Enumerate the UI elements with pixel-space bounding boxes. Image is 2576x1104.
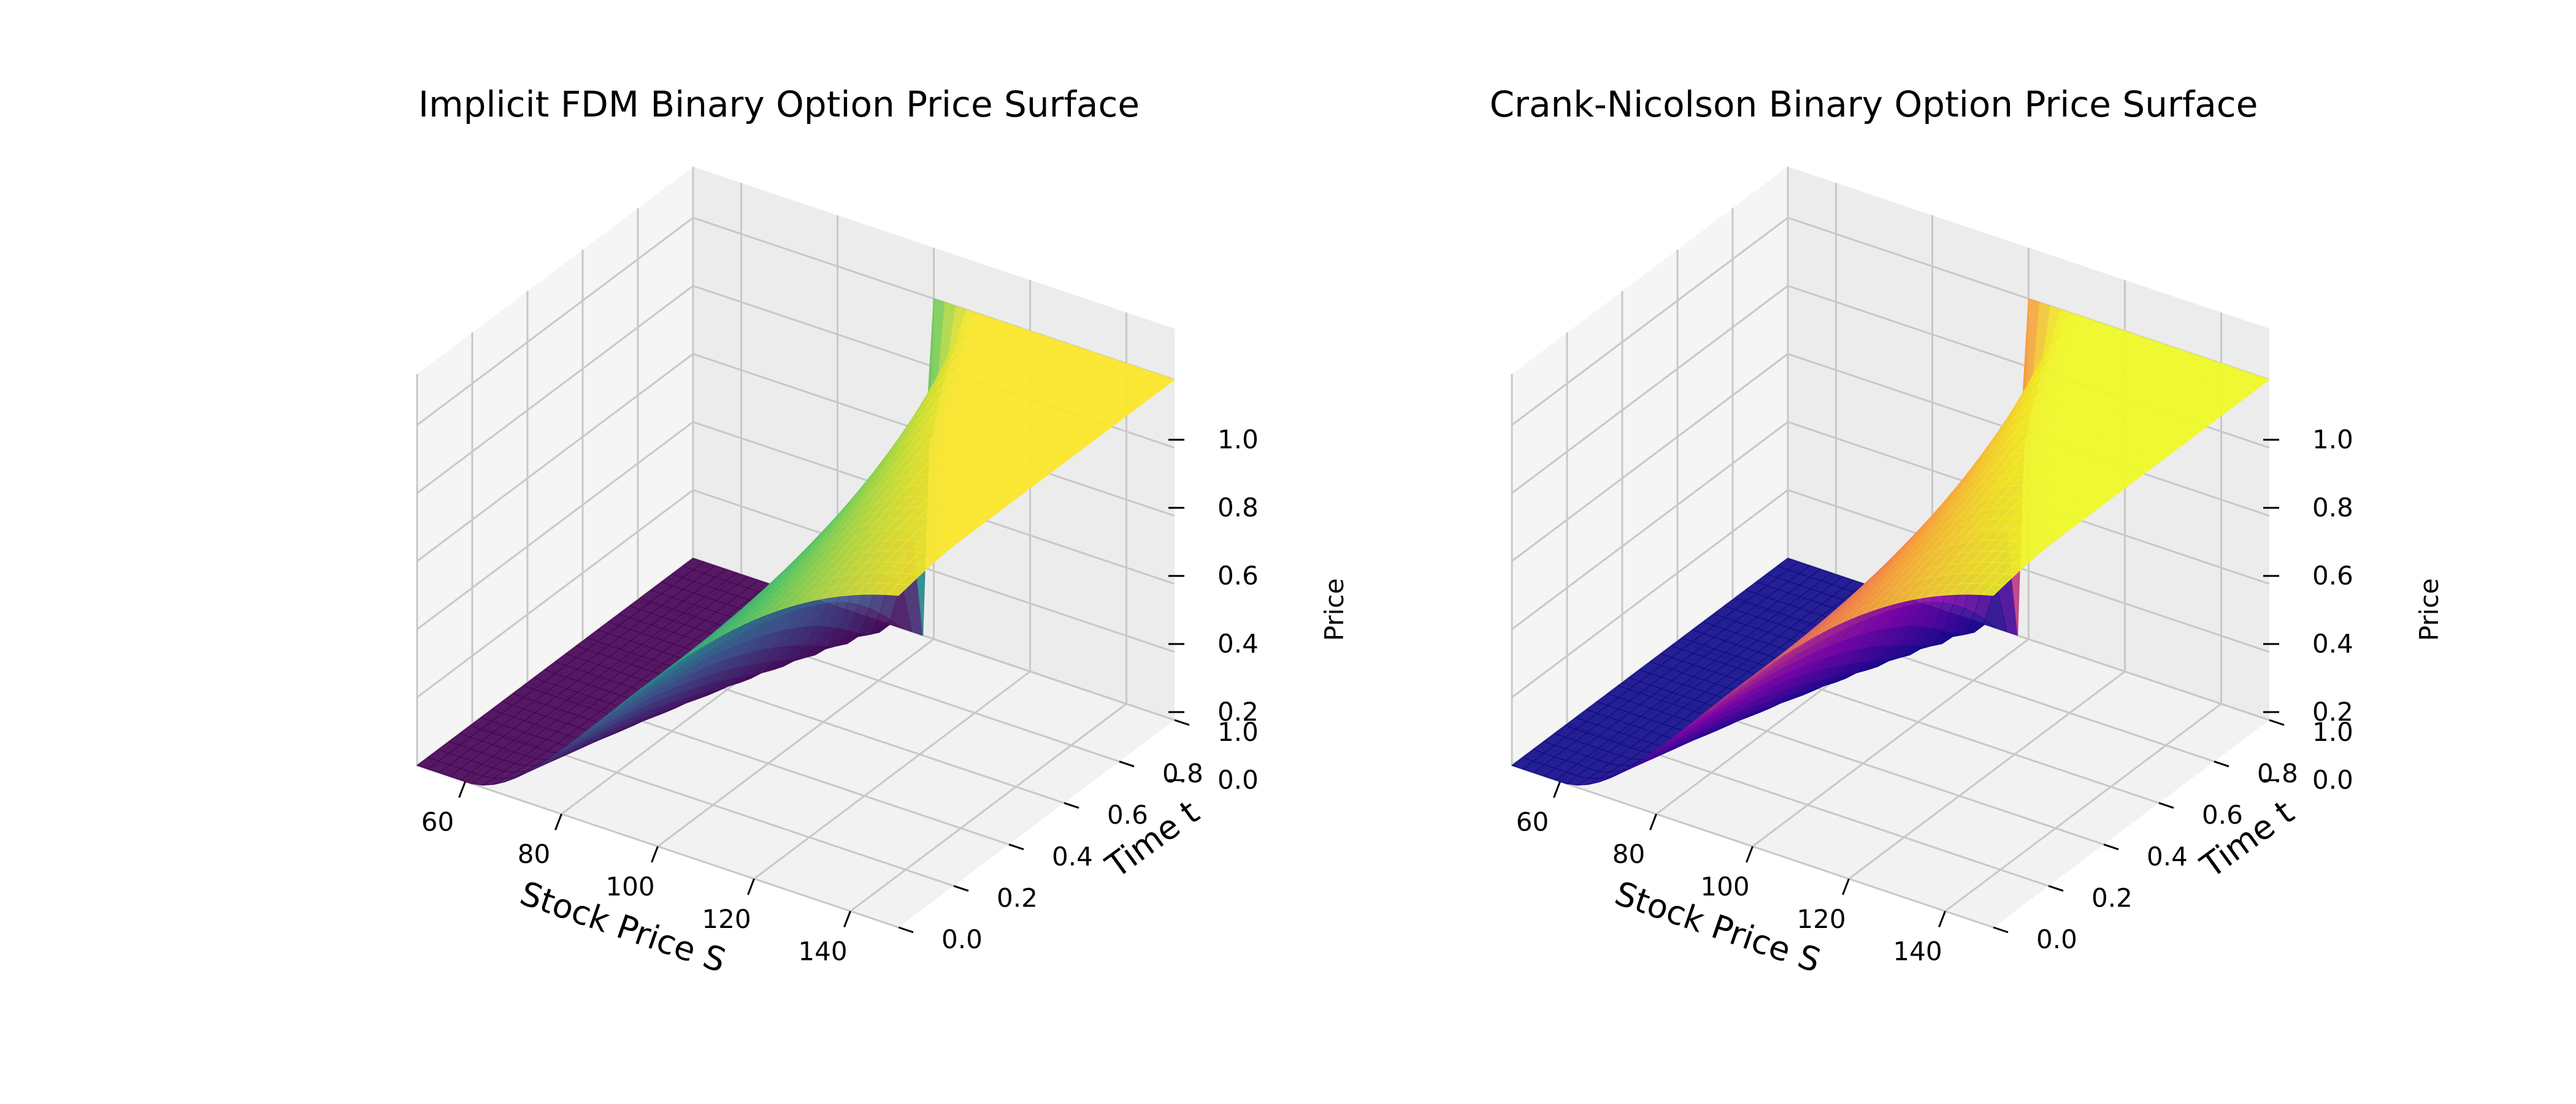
x-tick-label: 60 (1516, 807, 1549, 837)
x-tick-mark (1649, 813, 1657, 830)
gridline-z (1511, 421, 1788, 631)
gridline-z (692, 489, 1175, 653)
gridline-z (1511, 353, 1788, 562)
gridline-z (1511, 285, 1788, 494)
gridline-s (753, 670, 1031, 880)
surface-patch (1982, 584, 2005, 596)
x-tick-label: 140 (1893, 937, 1942, 967)
x-tick-label: 60 (421, 807, 454, 837)
gridline-s (1944, 703, 2222, 912)
y-tick-label: 0.0 (941, 924, 983, 954)
gridline-z (416, 353, 694, 562)
y-tick-mark (953, 884, 969, 892)
z-tick-label: 0.6 (2312, 561, 2353, 591)
z-tick-label: 0.4 (2312, 629, 2353, 659)
y-tick-label: 0.4 (2147, 841, 2188, 872)
y-tick-label: 0.8 (1162, 759, 1203, 789)
x-tick-mark (843, 911, 851, 928)
x-tick-label: 80 (1612, 839, 1645, 869)
x-tick-mark (458, 781, 466, 798)
chart-title: Implicit FDM Binary Option Price Surface (418, 83, 1140, 125)
y-tick-mark (2269, 719, 2285, 726)
x-tick-label: 80 (518, 839, 550, 869)
y-tick-mark (2158, 802, 2174, 809)
y-tick-mark (1174, 719, 1190, 726)
z-axis-label: Price (2414, 578, 2444, 641)
gridline-z (1511, 489, 1788, 699)
x-tick-label: 100 (1700, 872, 1749, 902)
price-surface (416, 298, 1176, 786)
gridline-z (416, 285, 694, 494)
y-tick-mark (2103, 843, 2119, 851)
z-tick-label: 1.0 (2312, 424, 2353, 454)
price-surface (1511, 298, 2271, 786)
gridline-s (1848, 670, 2126, 880)
implicit-fdm-surface-plot: Implicit FDM Binary Option Price Surface… (416, 83, 1349, 980)
y-tick-mark (1993, 926, 2009, 933)
gridline-z (1787, 489, 2270, 653)
y-tick-label: 0.0 (2036, 924, 2077, 954)
gridline-z (1511, 217, 1788, 426)
gridline-z (416, 489, 694, 699)
x-tick-label: 120 (702, 904, 751, 934)
z-axis-label: Price (1319, 578, 1349, 641)
left-pane (417, 166, 693, 765)
z-tick-label: 0.2 (1217, 697, 1259, 727)
z-tick-label: 0.0 (1217, 765, 1259, 795)
chart-title: Crank-Nicolson Binary Option Price Surfa… (1490, 83, 2258, 125)
gridline-z (416, 421, 694, 631)
y-tick-label: 0.6 (2202, 800, 2243, 830)
z-tick-label: 0.0 (2312, 765, 2353, 795)
y-tick-label: 0.4 (1052, 841, 1093, 872)
z-tick-label: 0.2 (2312, 697, 2353, 727)
y-tick-mark (1119, 761, 1135, 768)
x-tick-mark (1842, 878, 1850, 895)
gridline-s (657, 638, 935, 848)
x-tick-label: 120 (1796, 904, 1846, 934)
gridline-z (416, 217, 694, 426)
surface-patch (887, 584, 910, 596)
x-tick-mark (1553, 781, 1561, 798)
x-tick-label: 100 (605, 872, 654, 902)
x-tick-mark (747, 878, 755, 895)
gridline-s (849, 703, 1127, 912)
y-tick-mark (2214, 761, 2229, 768)
z-tick-label: 0.4 (1217, 629, 1259, 659)
x-tick-mark (554, 813, 562, 830)
x-tick-label: 140 (798, 937, 847, 967)
z-tick-label: 1.0 (1217, 424, 1259, 454)
y-tick-mark (1064, 802, 1079, 809)
z-tick-label: 0.8 (2312, 493, 2353, 523)
y-tick-mark (2048, 884, 2064, 892)
y-tick-label: 0.2 (2091, 883, 2133, 913)
x-tick-mark (1746, 846, 1754, 863)
y-tick-label: 0.8 (2257, 759, 2298, 789)
z-tick-label: 0.8 (1217, 493, 1259, 523)
y-tick-label: 1.0 (2312, 717, 2353, 747)
left-pane (1512, 166, 1788, 765)
y-tick-mark (898, 926, 914, 933)
y-tick-mark (1008, 843, 1024, 851)
x-tick-mark (651, 846, 659, 863)
y-tick-label: 0.2 (997, 883, 1038, 913)
gridline-s (1752, 638, 2030, 848)
z-tick-label: 0.6 (1217, 561, 1259, 591)
x-tick-mark (1938, 911, 1946, 928)
y-tick-label: 0.6 (1107, 800, 1148, 830)
y-tick-label: 1.0 (1217, 717, 1259, 747)
